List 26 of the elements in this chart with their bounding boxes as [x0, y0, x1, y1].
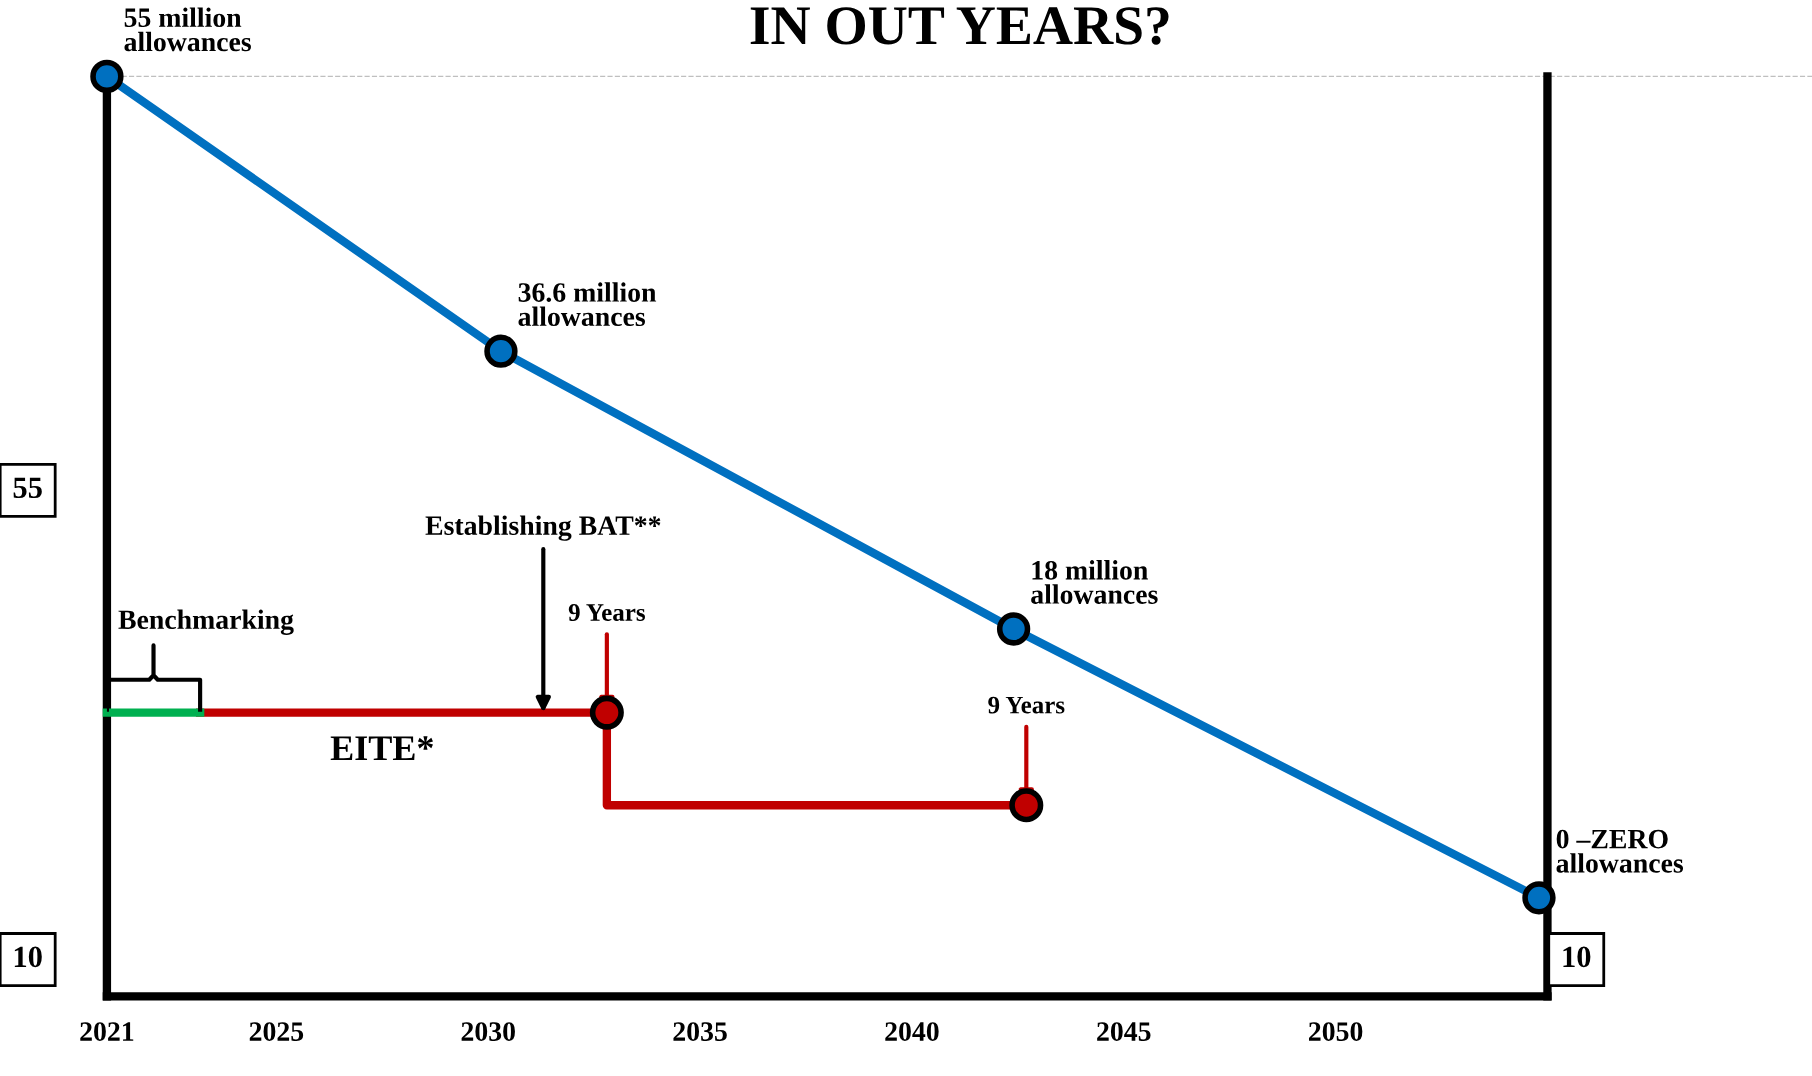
- annotation: 9 Years: [988, 696, 1065, 714]
- x-tick-label: 2035: [673, 1022, 727, 1041]
- chart-title: IN OUT YEARS?: [750, 7, 1169, 45]
- annotation: EITE*: [330, 736, 433, 761]
- data-label: 18 million allowances: [1031, 560, 1158, 604]
- data-label: 36.6 million allowances: [518, 282, 657, 327]
- text: 10: [1563, 946, 1591, 968]
- annotation: 9 Years: [568, 604, 645, 621]
- x-tick-label: 2045: [1097, 1022, 1151, 1041]
- annotation: Establishing BAT**: [425, 515, 661, 541]
- x-tick-label: 2021: [80, 1022, 134, 1041]
- point: [90, 59, 124, 94]
- point: [1522, 881, 1556, 915]
- data-label: 55 million allowances: [124, 7, 251, 52]
- text: 55: [13, 477, 42, 499]
- data-label: 0 –ZERO allowances: [1556, 829, 1684, 873]
- x-tick-label: 2025: [249, 1022, 304, 1041]
- annotation: Benchmarking: [118, 609, 294, 635]
- point: [484, 334, 518, 368]
- x-tick-label: 2030: [461, 1022, 515, 1041]
- point: [1009, 788, 1044, 823]
- text: 10: [14, 946, 42, 968]
- x-tick-label: 2050: [1308, 1022, 1363, 1041]
- point: [996, 612, 1031, 646]
- point: [589, 695, 624, 730]
- x-tick-label: 2040: [885, 1022, 939, 1041]
